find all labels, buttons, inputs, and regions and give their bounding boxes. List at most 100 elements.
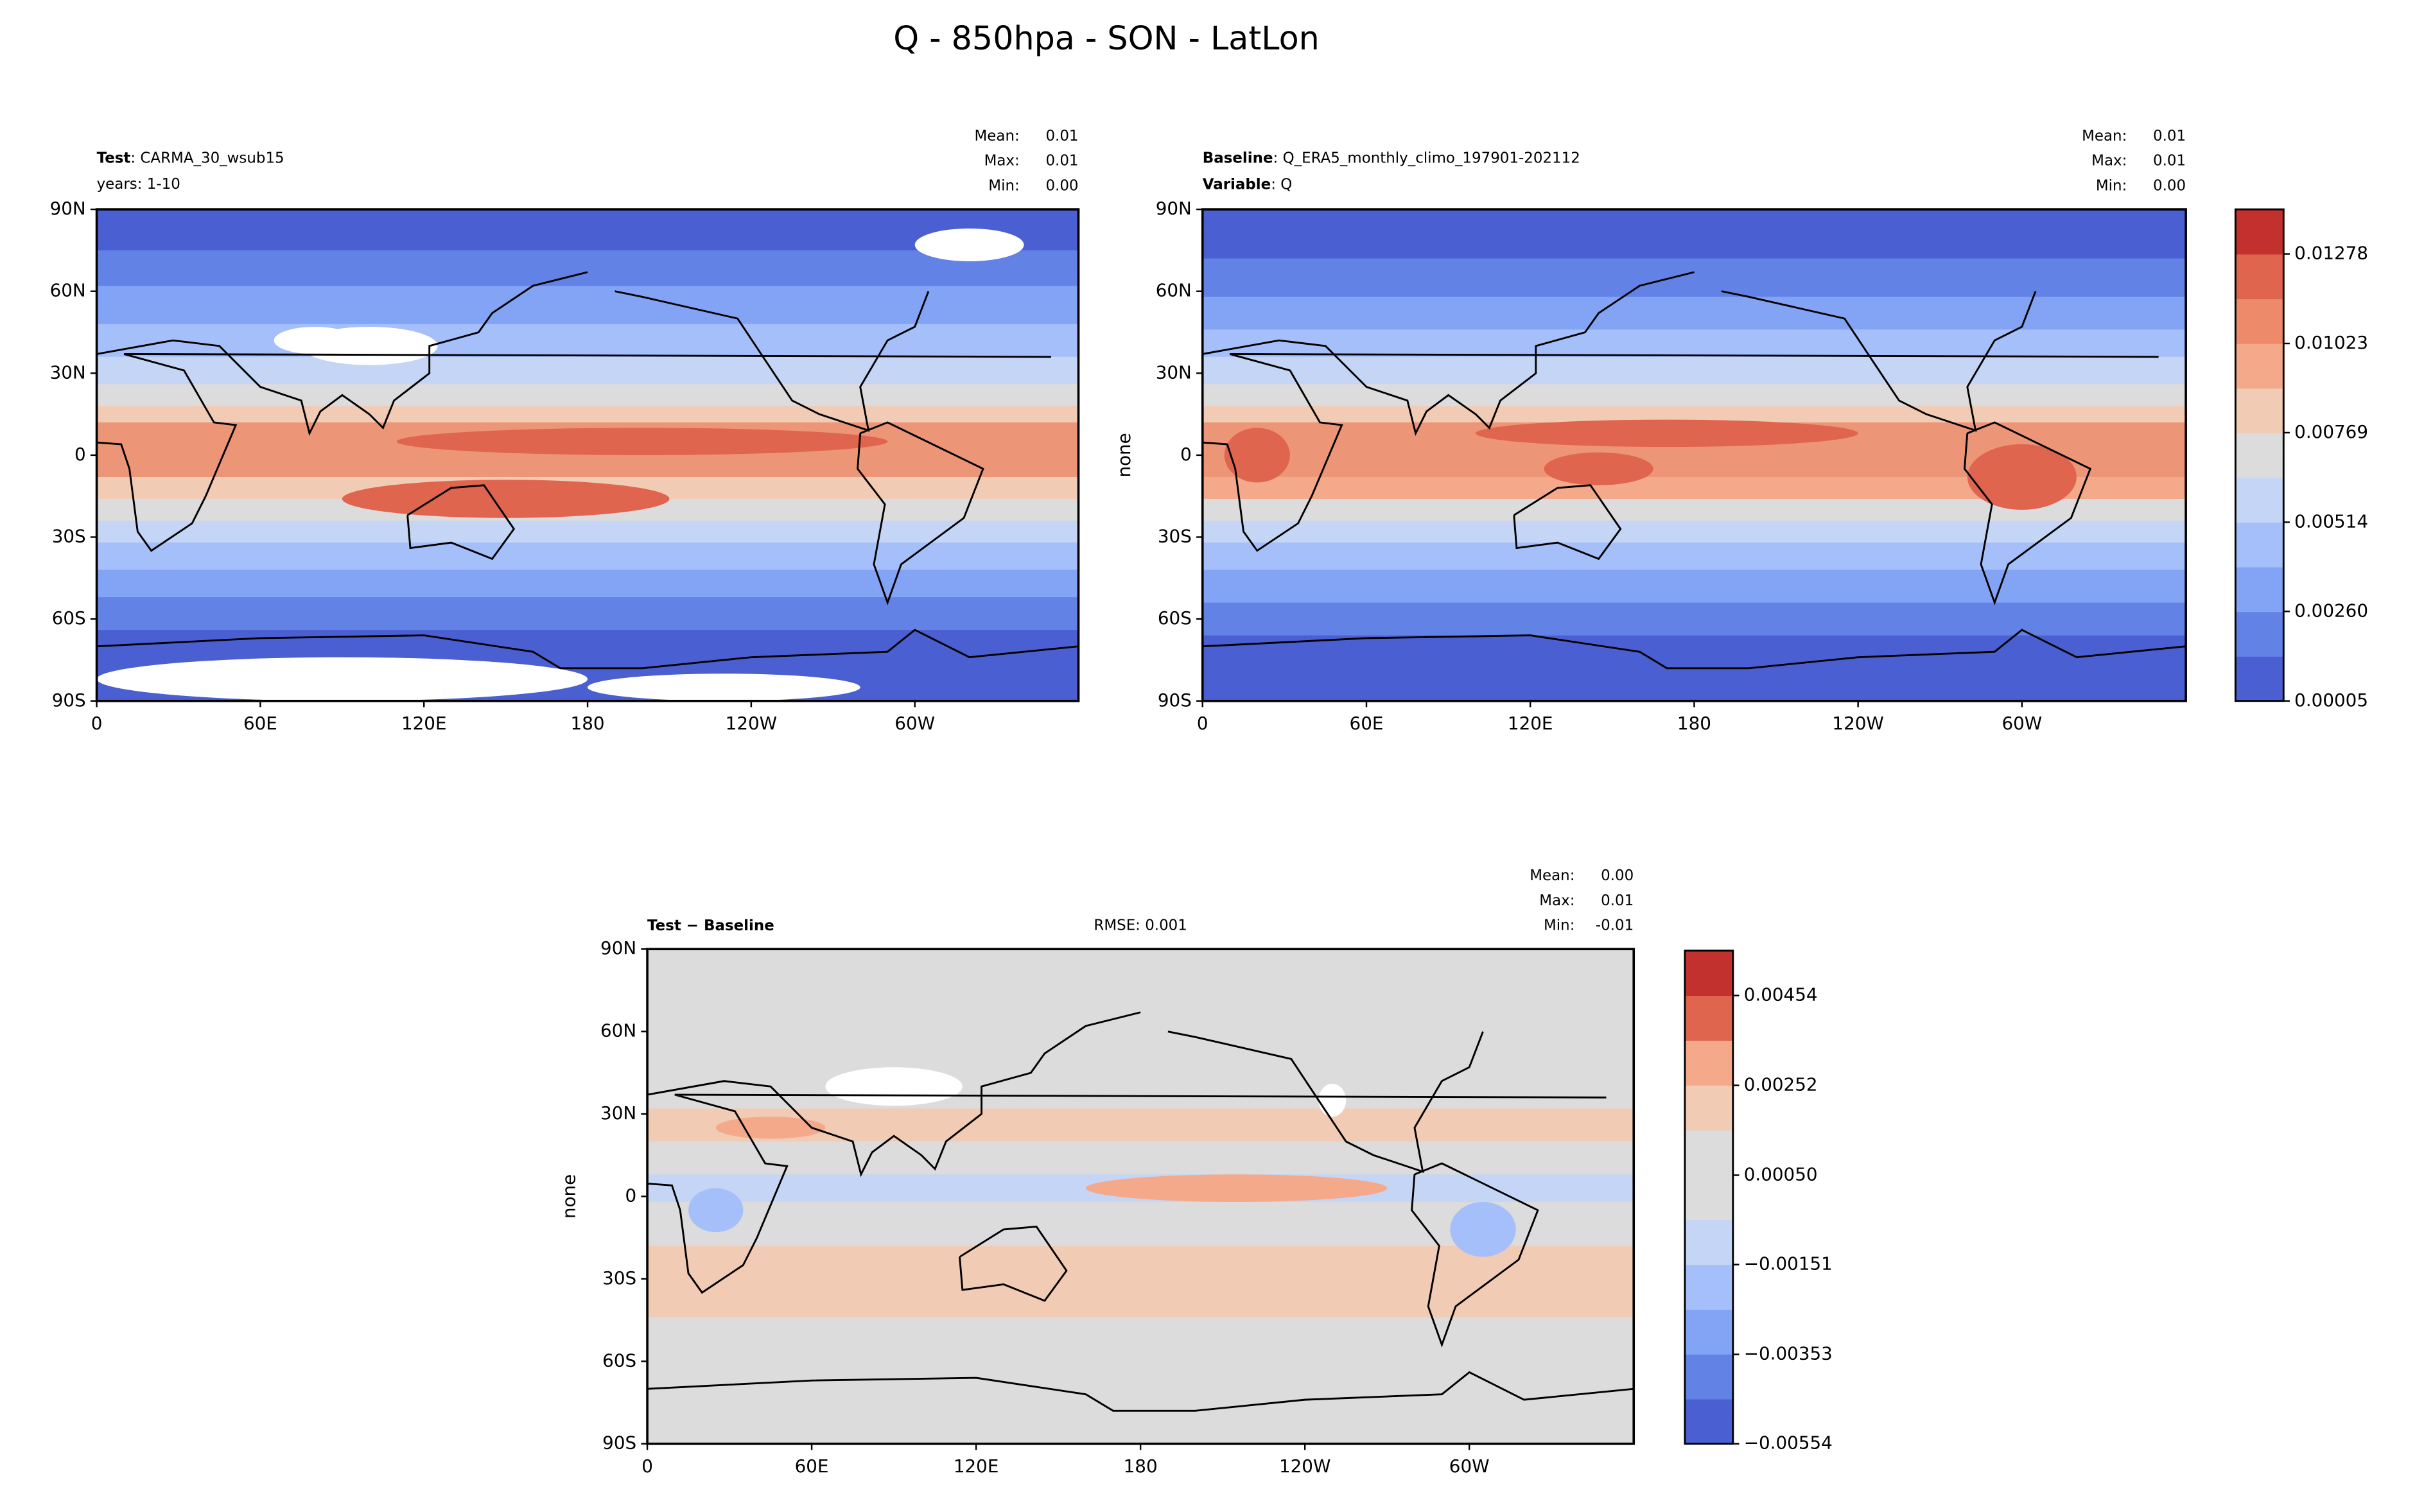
y-tick-label: 0 xyxy=(74,444,86,465)
panel-label-text: : Q xyxy=(1271,176,1292,193)
y-tick-label: 60S xyxy=(1158,607,1192,629)
y-tick-label: 90S xyxy=(1158,690,1192,711)
stat-value: 0.00 xyxy=(1045,177,1078,194)
field-patch xyxy=(1224,428,1290,483)
map-panel: 0 60E 120E 180 120W 60W 90S 60S 30S 0 30N 60N 90N non… xyxy=(1113,128,2368,734)
panel-label-bold: Test − Baseline xyxy=(647,917,774,934)
field-band xyxy=(1202,521,2186,544)
colorbar-band xyxy=(1684,950,1733,996)
field-band xyxy=(96,569,1079,598)
y-tick-label: 60N xyxy=(600,1020,636,1041)
colorbar-band xyxy=(2235,388,2284,433)
colorbar-frame xyxy=(2234,208,2285,702)
panel-label-bold: Baseline xyxy=(1203,150,1273,166)
colorbar-band xyxy=(2235,254,2284,300)
colorbar-frame xyxy=(1684,950,1734,1445)
panel-label-bold: Variable xyxy=(1203,176,1271,193)
colorbar-band xyxy=(1684,1129,1733,1176)
colorbar-band xyxy=(1684,1174,1733,1221)
colorbar-tick-label: 0.00252 xyxy=(1744,1073,1818,1095)
coastline xyxy=(96,271,588,437)
y-tick-label: 30S xyxy=(1158,526,1192,547)
field-patch xyxy=(715,1117,826,1139)
colorbar-band xyxy=(2235,209,2284,255)
colorbar-tick-label: 0.00005 xyxy=(2294,690,2368,711)
x-tick-label: 60E xyxy=(1350,713,1384,734)
stat-name: Mean: xyxy=(1530,867,1574,884)
field-patch xyxy=(1450,1202,1516,1257)
colorbar-tick-label: −0.00353 xyxy=(1744,1343,1833,1364)
field-band xyxy=(1202,329,2186,358)
x-tick-label: 120W xyxy=(1279,1456,1330,1477)
x-tick-label: 180 xyxy=(1124,1456,1158,1477)
field-patch xyxy=(825,1067,963,1106)
coastline xyxy=(857,421,984,605)
colorbar-band xyxy=(1684,1219,1733,1265)
y-tick-label: 60S xyxy=(602,1350,636,1371)
y-tick-label: 90N xyxy=(600,937,636,959)
panel-label-text: : CARMA_30_wsub15 xyxy=(130,150,284,166)
y-tick-label: 60N xyxy=(50,280,86,301)
x-tick-label: 120W xyxy=(726,713,777,734)
colorbar-band xyxy=(1684,1354,1733,1400)
field-band xyxy=(647,949,1634,1109)
field-band xyxy=(1202,258,2186,298)
coastline xyxy=(96,629,1079,670)
field-band xyxy=(96,250,1079,287)
coastline xyxy=(1202,271,1695,437)
x-tick-label: 120E xyxy=(954,1456,999,1477)
panel-label: Baseline: Q_ERA5_monthly_climo_197901-20… xyxy=(1203,150,1580,166)
colorbar-band xyxy=(2235,566,2284,613)
colorbar-band xyxy=(1684,1398,1733,1445)
colorbar-tick-label: 0.00769 xyxy=(2294,421,2368,442)
colorbar-band xyxy=(2235,343,2284,389)
field xyxy=(1202,209,2186,701)
colorbar-band xyxy=(2235,433,2284,478)
x-tick-label: 180 xyxy=(571,713,605,734)
y-tick-label: 90S xyxy=(602,1432,636,1454)
panel-label-line2: years: 1-10 xyxy=(97,176,180,193)
coastline xyxy=(1963,421,2092,605)
coastline xyxy=(1167,1030,1484,1173)
x-tick-label: 60W xyxy=(1449,1456,1490,1477)
field-band xyxy=(1202,543,2186,571)
y-axis-label: none xyxy=(558,1174,579,1219)
y-tick-label: 30N xyxy=(1156,361,1192,383)
x-tick-label: 0 xyxy=(91,713,103,734)
colorbar-band xyxy=(1684,1085,1733,1131)
colorbar-tick-label: 0.00514 xyxy=(2294,510,2368,532)
colorbar-band xyxy=(1684,1040,1733,1086)
coastline xyxy=(1721,290,2037,432)
panel-label-line2: Variable: Q xyxy=(1203,176,1293,193)
stat-value: 0.01 xyxy=(2153,128,2186,144)
colorbar-tick-label: 0.00050 xyxy=(1744,1163,1818,1185)
coastline xyxy=(615,290,930,432)
stat-name: Max: xyxy=(1539,892,1574,909)
field-band xyxy=(647,1141,1634,1176)
colorbar-tick-label: −0.00151 xyxy=(1744,1253,1833,1274)
y-axis-label: none xyxy=(1113,433,1135,477)
x-tick-label: 120E xyxy=(1508,713,1553,734)
coastline xyxy=(1202,629,2186,670)
coastline xyxy=(647,1011,1141,1177)
x-tick-label: 60W xyxy=(894,713,935,734)
panel-label: Test: CARMA_30_wsub15 xyxy=(97,150,284,166)
map-panel: 0 60E 120E 180 120W 60W 90S 60S 30S 0 30N 60N 90N Tes… xyxy=(50,128,1080,734)
x-tick-label: 0 xyxy=(1197,713,1208,734)
field-patch xyxy=(342,480,670,518)
coastline xyxy=(647,1093,1607,1294)
field-band xyxy=(96,521,1079,544)
field-patch xyxy=(96,657,588,701)
colorbar-band xyxy=(2235,611,2284,657)
field-band xyxy=(1202,602,2186,636)
x-tick-label: 0 xyxy=(641,1456,653,1477)
stat-value: 0.00 xyxy=(1601,867,1634,884)
field-band xyxy=(1202,356,2186,385)
stat-value: 0.01 xyxy=(1045,153,1078,169)
colorbar-band xyxy=(2235,477,2284,523)
field-band xyxy=(1202,384,2186,407)
field-patch xyxy=(688,1188,744,1233)
x-tick-label: 60W xyxy=(2001,713,2042,734)
y-tick-label: 30N xyxy=(50,361,86,383)
